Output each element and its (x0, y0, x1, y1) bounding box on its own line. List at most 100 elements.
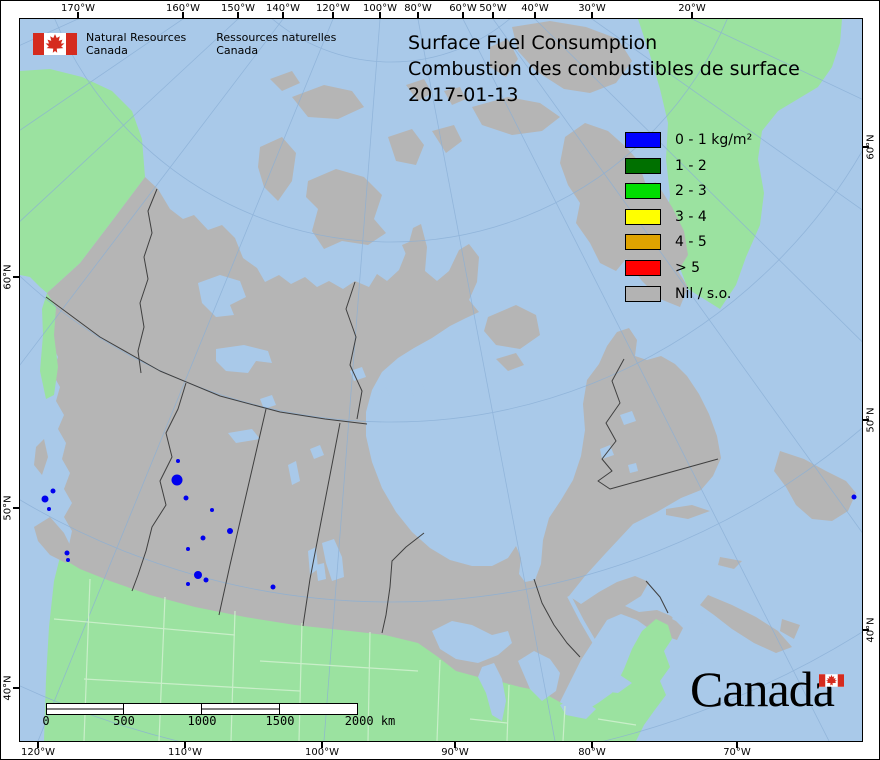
reindeer-lake (288, 461, 300, 485)
longitude-tick (332, 12, 334, 19)
legend-row: 3 - 4 (625, 208, 707, 225)
coats-island (496, 353, 524, 371)
legend-label: 4 - 5 (675, 233, 707, 250)
fuel-dot (200, 535, 206, 541)
lake-athabasca (228, 429, 260, 443)
latitude-tick (13, 507, 20, 509)
baker-lake (410, 383, 426, 397)
fuel-dot (47, 507, 51, 511)
yathkyed-lake (376, 387, 390, 401)
legend-swatch (625, 157, 661, 174)
scale-segment (124, 703, 202, 715)
prince-patrick-island (270, 71, 300, 91)
border-nwt-nunavut (345, 281, 363, 420)
southampton-island (484, 305, 540, 349)
ellesmere-island (512, 21, 632, 93)
great-slave-lake (216, 345, 272, 373)
border-60n (45, 296, 368, 425)
legend-row: 0 - 1 kg/m² (625, 131, 752, 148)
longitude-tick (417, 12, 419, 19)
usa (44, 557, 672, 741)
fuel-dot (270, 584, 276, 590)
latitude-label: 50°N (2, 495, 14, 521)
scale-bar (46, 703, 358, 715)
scale-label: 500 (113, 714, 135, 728)
map-title: Surface Fuel Consumption Combustion des … (408, 30, 800, 108)
canada-mainland (47, 177, 721, 741)
fuel-dot (194, 571, 202, 579)
longitude-tick (237, 12, 239, 19)
longitude-label: 80°W (404, 3, 432, 14)
lake-ontario (600, 675, 632, 693)
canada-map (20, 19, 862, 741)
cornwallis-island (444, 87, 466, 105)
legend-row: 1 - 2 (625, 157, 707, 174)
fuel-consumption-dots (41, 459, 857, 590)
longitude-tick (37, 741, 39, 748)
legend-label: 2 - 3 (675, 182, 707, 199)
scale-segment (202, 703, 280, 715)
fuel-dot (171, 474, 183, 486)
legend-label: 0 - 1 kg/m² (675, 131, 753, 148)
longitude-label: 160°W (166, 3, 200, 14)
wordmark-flag-icon (819, 674, 844, 687)
nova-scotia (700, 595, 792, 653)
nrcan-name-fr: Ressources naturelles Canada (216, 31, 337, 57)
legend-swatch (625, 131, 661, 148)
prince-edward-island (718, 557, 742, 569)
longitude-label: 80°W (578, 747, 606, 758)
longitude-tick (736, 741, 738, 748)
legend-label: Nil / s.o. (675, 285, 732, 302)
longitude-label: 50°W (479, 3, 507, 14)
longitude-tick (182, 12, 184, 19)
newfoundland (774, 451, 856, 521)
st-lawrence-river (567, 595, 614, 669)
fuel-dot (203, 577, 209, 583)
title-fr: Combustion des combustibles de surface (408, 58, 800, 80)
manicouagan (628, 463, 638, 473)
banks-island (258, 137, 296, 201)
title-date: 2017-01-13 (408, 84, 519, 106)
longitude-tick (591, 741, 593, 748)
border-nb-qc (645, 580, 669, 614)
lake-manitoba (316, 563, 326, 581)
longitude-label: 100°W (305, 747, 339, 758)
longitude-tick (462, 12, 464, 19)
longitude-tick (691, 12, 693, 19)
longitude-label: 70°W (723, 747, 751, 758)
fuel-dot (210, 508, 214, 512)
longitude-tick (454, 741, 456, 748)
melville-island (292, 85, 364, 119)
scale-segment (280, 703, 358, 715)
alaska-panhandle (40, 293, 58, 399)
legend-row: 4 - 5 (625, 233, 707, 250)
longitude-label: 150°W (221, 3, 255, 14)
border-sk-mb (302, 422, 341, 627)
border-yukon-nwt (137, 188, 158, 374)
longitude-label: 30°W (578, 3, 606, 14)
fuel-dot (183, 495, 189, 501)
scale-segment (46, 703, 124, 715)
vancouver-island (34, 517, 72, 563)
longitude-label: 100°W (363, 3, 397, 14)
border-bc-ab (131, 382, 187, 592)
longitude-tick (591, 12, 593, 19)
fuel-dot (50, 488, 56, 494)
longitude-label: 60°W (449, 3, 477, 14)
canada-flag-icon (33, 33, 77, 55)
map-canvas (19, 18, 863, 742)
canada-islands (34, 21, 856, 653)
legend-row: Nil / s.o. (625, 285, 731, 302)
legend-swatch (625, 182, 661, 199)
border-mb-on (381, 532, 425, 634)
canada-wordmark: Canada (690, 661, 835, 717)
longitude-label: 20°W (678, 3, 706, 14)
longitude-label: 110°W (168, 747, 202, 758)
legend-swatch (625, 285, 661, 302)
lakes (198, 169, 736, 721)
longitude-tick (282, 12, 284, 19)
legend-swatch (625, 259, 661, 276)
scale-label: 1500 (265, 714, 295, 728)
prince-of-wales-island (388, 129, 424, 165)
nrcan-name-en: Natural Resources Canada (86, 31, 187, 57)
